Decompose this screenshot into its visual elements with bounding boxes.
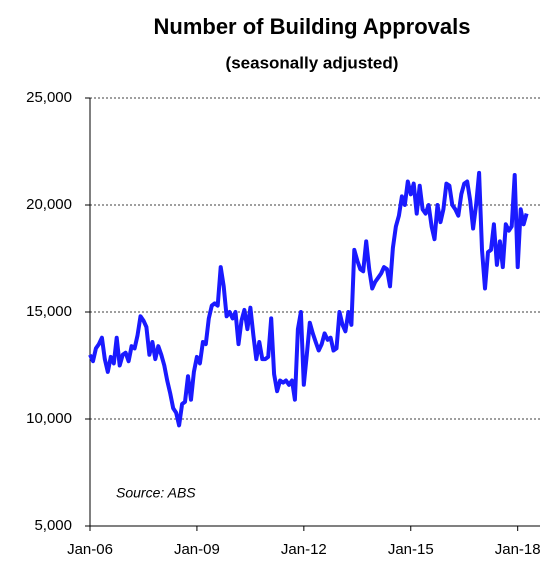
data-line	[88, 170, 529, 428]
chart-title: Number of Building Approvals	[154, 14, 471, 39]
x-tick-label: Jan-12	[281, 541, 327, 558]
x-tick-label: Jan-15	[388, 541, 434, 558]
y-tick-label: 15,000	[26, 303, 72, 320]
x-tick-label: Jan-09	[174, 541, 220, 558]
y-tick-label: 10,000	[26, 410, 72, 427]
chart-subtitle: (seasonally adjusted)	[226, 53, 399, 72]
y-tick-label: 20,000	[26, 196, 72, 213]
y-tick-label: 5,000	[34, 517, 72, 534]
x-tick-label: Jan-06	[67, 541, 113, 558]
y-tick-label: 25,000	[26, 89, 72, 106]
annotation: Source: ABS	[116, 485, 196, 501]
x-tick-label: Jan-18	[495, 541, 541, 558]
